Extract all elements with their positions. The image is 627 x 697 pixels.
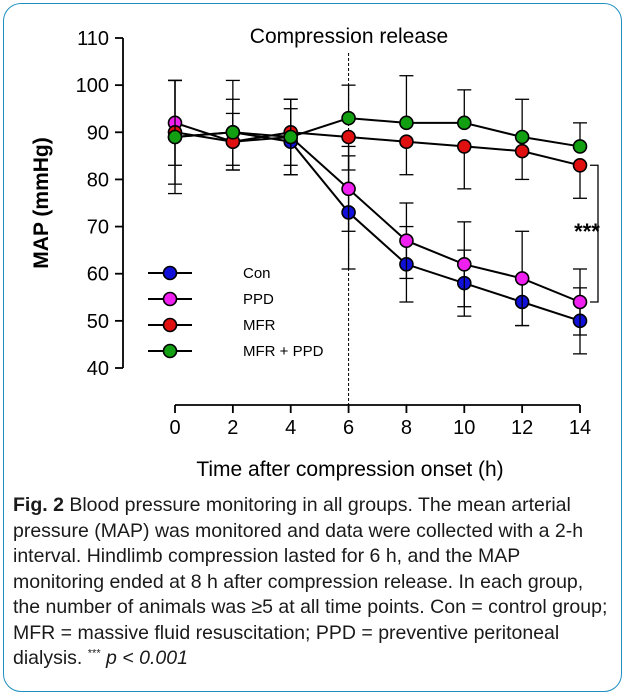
series-mfr-ppd bbox=[167, 75, 588, 154]
series-line bbox=[174, 131, 581, 167]
x-tick-label-8: 8 bbox=[401, 417, 412, 439]
legend-marker bbox=[162, 265, 178, 281]
y-axis-label: MAP (mmHg) bbox=[30, 137, 53, 268]
data-point bbox=[456, 139, 472, 154]
x-tick-label-12: 12 bbox=[511, 417, 533, 439]
significance-bracket bbox=[590, 164, 599, 303]
data-point bbox=[399, 134, 414, 150]
legend: Con PPD MFR MFR + PPD bbox=[148, 265, 324, 360]
data-point bbox=[341, 110, 356, 126]
y-tick-label-70: 70 bbox=[87, 217, 109, 239]
legend-item-ppd: PPD bbox=[148, 291, 274, 308]
figure-frame bbox=[3, 3, 622, 692]
data-point bbox=[283, 129, 299, 145]
x-axis-label: Time after compression onset (h) bbox=[196, 458, 503, 481]
caption-text: Blood pressure monitoring in all groups.… bbox=[13, 494, 608, 669]
data-point bbox=[341, 129, 356, 145]
x-tick-label-14: 14 bbox=[569, 417, 591, 439]
y-tick-label-40: 40 bbox=[87, 358, 109, 380]
caption-label: Fig. 2 bbox=[13, 494, 64, 516]
legend-marker bbox=[162, 343, 178, 359]
series-line bbox=[174, 117, 581, 148]
legend-marker bbox=[162, 291, 178, 307]
caption-pvalue: p < 0.001 bbox=[106, 647, 188, 669]
y-tick-label-110: 110 bbox=[77, 28, 109, 50]
data-point bbox=[399, 115, 414, 131]
legend-label: MFR + PPD bbox=[243, 343, 324, 360]
data-point bbox=[514, 271, 530, 286]
data-point bbox=[572, 294, 588, 310]
y-tick-label-90: 90 bbox=[87, 122, 109, 144]
x-tick-label-2: 2 bbox=[227, 417, 238, 439]
data-point bbox=[341, 181, 356, 197]
legend-label: PPD bbox=[243, 291, 274, 308]
x-tick-label-10: 10 bbox=[453, 417, 475, 439]
chart-title: Compression release bbox=[250, 25, 448, 48]
series-layer bbox=[167, 75, 588, 355]
data-point bbox=[167, 129, 183, 145]
legend-label: MFR bbox=[243, 317, 276, 334]
legend-label: Con bbox=[243, 265, 271, 282]
legend-marker bbox=[162, 317, 178, 333]
x-tick-label-0: 0 bbox=[169, 417, 180, 439]
data-point bbox=[514, 143, 530, 159]
legend-item-con: Con bbox=[148, 265, 271, 282]
y-tick-label-60: 60 bbox=[87, 264, 109, 286]
data-point bbox=[572, 157, 588, 173]
significance-annotation: *** bbox=[574, 219, 600, 244]
data-point bbox=[399, 233, 414, 249]
data-point bbox=[572, 139, 588, 154]
axes: 40 50 60 70 80 90 100 110 0 2 4 6 8 10 12 14 bbox=[76, 28, 599, 439]
data-point bbox=[456, 115, 472, 131]
figure-caption: Fig. 2 Blood pressure monitoring in all … bbox=[13, 493, 613, 672]
y-tick-label-100: 100 bbox=[76, 75, 109, 97]
y-tick-label-50: 50 bbox=[87, 311, 109, 333]
x-tick-label-6: 6 bbox=[343, 417, 354, 439]
data-point bbox=[456, 256, 472, 272]
caption-significance-mark: *** bbox=[87, 647, 101, 660]
series-line bbox=[174, 131, 581, 322]
legend-item-mfr: MFR bbox=[148, 317, 276, 334]
y-tick-label-80: 80 bbox=[87, 169, 109, 191]
x-tick-label-4: 4 bbox=[285, 417, 296, 439]
map-line-chart: Compression release MAP (mmHg) Time afte… bbox=[30, 25, 600, 481]
data-point bbox=[225, 124, 241, 140]
legend-item-mfr-ppd: MFR + PPD bbox=[148, 343, 324, 360]
data-point bbox=[514, 129, 530, 145]
